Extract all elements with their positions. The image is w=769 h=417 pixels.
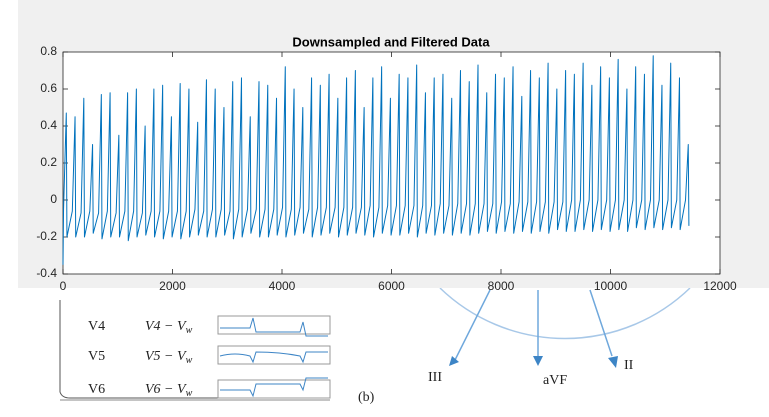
axis-label: III <box>428 370 442 385</box>
formula: V5 − V <box>145 349 187 364</box>
plot: -0.4 -0.2 0 0.2 0.4 0.6 0.8 0 2000 4000 6000 8000 10… <box>36 44 737 293</box>
bracket <box>59 300 330 399</box>
panel-label: (b) <box>358 390 375 405</box>
y-tick-label: 0.2 <box>40 155 57 169</box>
lead-name: V4 <box>88 319 105 334</box>
lead-formula: V5 − Vw <box>145 349 193 366</box>
formula: V4 − V <box>145 319 187 334</box>
x-tick-label: 12000 <box>703 279 737 293</box>
subscript: w <box>186 355 193 366</box>
x-tick-label: 4000 <box>269 279 296 293</box>
x-tick-label: 10000 <box>594 279 628 293</box>
axis-label: II <box>624 358 634 373</box>
y-tick-label: -0.2 <box>36 229 57 243</box>
lead-traces <box>217 315 331 399</box>
lead-formula: V6 − Vw <box>145 382 193 399</box>
subscript: w <box>186 325 193 336</box>
arrowhead <box>608 356 618 368</box>
lead-name: V5 <box>88 349 105 364</box>
data-line <box>62 55 690 265</box>
subscript: w <box>186 388 193 399</box>
hex-circle <box>439 287 691 340</box>
arrowhead <box>533 356 543 366</box>
x-tick-label: 8000 <box>488 279 515 293</box>
lead-formula: V4 − Vw <box>145 319 193 336</box>
axis-arrow <box>454 289 491 361</box>
lead-name: V6 <box>88 382 105 397</box>
x-tick-label: 2000 <box>159 279 186 293</box>
arrowhead <box>449 356 459 366</box>
axis-label: aVF <box>543 373 567 388</box>
chart-title: Downsampled and Filtered Data <box>292 34 490 49</box>
y-tick-label: 0 <box>50 192 57 206</box>
x-tick-label: 6000 <box>378 279 405 293</box>
y-tick-label: 0.6 <box>40 81 57 95</box>
paper-figure: V4 V5 V6 V4 − Vw V5 − Vw V6 − Vw (b) III… <box>59 287 691 405</box>
x-tick-label: 0 <box>60 279 67 293</box>
formula: V6 − V <box>145 382 187 397</box>
axis-arrow <box>589 289 613 357</box>
y-tick-label: 0.4 <box>40 118 57 132</box>
plot-area <box>62 51 721 275</box>
y-tick-label: 0.8 <box>40 44 57 58</box>
y-tick-label: -0.4 <box>36 266 57 280</box>
